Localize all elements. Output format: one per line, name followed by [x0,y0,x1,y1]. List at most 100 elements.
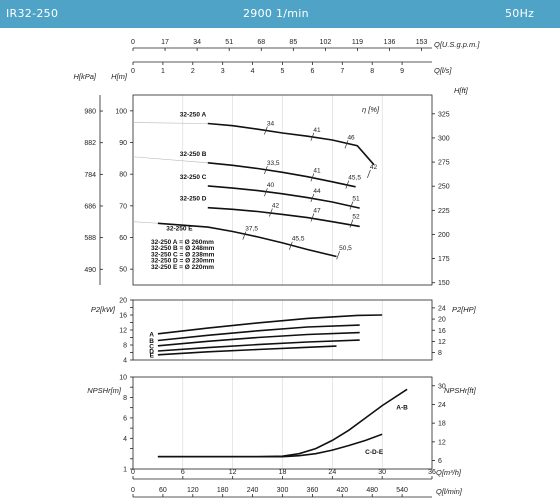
usgpm-axis-title: Q[U.S.g.p.m.] [434,40,480,49]
power-kw-axis-title: P2[kW] [91,305,116,314]
m3h-tick-label: 24 [328,469,336,476]
m3h-axis-title: Q[m³/h] [436,468,462,477]
m3h-tick-label: 12 [229,469,237,476]
head-curve-label: 32-250 B [180,151,207,158]
head-curve-32-250-d [207,206,360,228]
head-m-tick-label: 80 [119,172,127,179]
head-ft-tick-label: 200 [438,232,450,239]
power-curve-d [157,339,360,352]
head-kpa-tick-label: 588 [84,235,96,242]
iso-efficiency-tick [310,193,315,203]
m3h-tick-label: 6 [181,469,185,476]
iso-efficiency-tick [349,201,354,210]
frequency-label: 50Hz [505,7,535,20]
usgpm-tick-label: 68 [257,39,265,46]
usgpm-tick-label: 102 [320,39,332,46]
head-ft-axis-title: H[ft] [454,86,469,95]
lmin-axis-title: Q[l/min] [436,487,463,496]
iso-efficiency-tick [310,173,315,182]
head-curve-label: 32-250 D [180,196,207,203]
npsh-ft-tick-label: 12 [438,439,446,446]
ls-tick-label: 9 [400,68,404,75]
head-m-tick-label: 50 [119,267,127,274]
npsh-ft-tick-label: 30 [438,383,446,390]
diameter-legend-entry: 32-250 E = Ø 220mm [151,264,214,271]
m3h-tick-label: 0 [131,469,135,476]
head-curve-32-250-e [157,222,337,258]
head-curve-lead-b [132,156,208,164]
ls-tick-label: 5 [281,68,285,75]
head-curve-32-250-c [207,185,360,209]
iso-efficiency-tick [264,126,268,135]
iso-efficiency-tick [310,132,315,141]
npsh-curve-label: A-B [396,404,408,411]
iso-efficiency-tick [310,213,315,222]
iso-efficiency-tick [349,219,354,228]
iso-efficiency-tick [344,140,349,149]
head-curve-lead-a [132,122,208,124]
iso-efficiency-tick [288,241,293,250]
iso-efficiency-label: 45,5 [292,236,305,243]
lmin-tick-label: 180 [217,487,229,494]
usgpm-tick-label: 136 [384,39,396,46]
npsh-ft-axis-title: NPSHr[ft] [444,386,477,395]
usgpm-tick-label: 0 [131,39,135,46]
iso-efficiency-tick [336,251,340,260]
power-curve-label: A [149,331,154,338]
iso-efficiency-label: 46 [347,134,355,141]
head-curve-32-250-b [207,162,356,188]
head-ft-tick-label: 325 [438,111,450,118]
diameter-legend-entry: 32-250 B = Ø 248mm [151,245,215,252]
power-hp-axis-title: P2[HP] [452,305,477,314]
npsh-m-tick-label: 10 [119,375,127,382]
lmin-tick-label: 480 [366,487,378,494]
iso-efficiency-label: 34 [267,120,275,127]
lmin-tick-label: 0 [131,487,135,494]
power-kw-tick-label: 8 [123,343,127,350]
iso-efficiency-label: 44 [313,188,321,195]
power-curve-a [157,314,383,335]
iso-efficiency-label: 50,5 [339,245,352,252]
iso-efficiency-tick [269,208,273,217]
iso-efficiency-label: 47 [313,208,321,215]
npsh-m-tick-label: 6 [123,415,127,422]
model-name: IR32-250 [6,7,59,20]
power-hp-tick-label: 24 [438,305,446,312]
head-ft-tick-label: 175 [438,256,450,263]
usgpm-tick-label: 85 [289,39,297,46]
npsh-m-tick-label: 8 [123,395,127,402]
lmin-tick-label: 120 [187,487,199,494]
efficiency-axis-title: η [%] [362,105,380,114]
iso-efficiency-label: 42 [272,202,280,209]
usgpm-tick-label: 51 [225,39,233,46]
chart-header: IR32-250 2900 1/min 50Hz [0,0,560,28]
npsh-ft-tick-label: 6 [438,458,442,465]
iso-efficiency-tick [367,169,371,178]
npsh-curve-label: C-D-E [365,449,384,456]
head-ft-tick-label: 150 [438,280,450,287]
iso-efficiency-label: 52 [352,214,360,221]
head-m-tick-label: 70 [119,203,127,210]
iso-efficiency-label: 40 [267,182,275,189]
power-curve-label: B [149,338,154,345]
npsh-ft-tick-label: 24 [438,402,446,409]
power-hp-tick-label: 16 [438,328,446,335]
head-kpa-axis-title: H[kPa] [73,72,96,81]
head-m-axis-title: H[m] [111,72,128,81]
head-kpa-tick-label: 490 [84,267,96,274]
head-kpa-tick-label: 980 [84,109,96,116]
power-hp-tick-label: 20 [438,317,446,324]
power-kw-tick-label: 16 [119,313,127,320]
power-curve-label: C [149,343,154,350]
ls-tick-label: 6 [310,68,314,75]
head-kpa-tick-label: 882 [84,140,96,147]
iso-efficiency-tick [345,180,350,189]
iso-efficiency-tick [242,231,247,240]
ls-axis-title: Q[l/s] [434,66,452,75]
lmin-tick-label: 540 [396,487,408,494]
head-m-tick-label: 100 [115,108,127,115]
head-curve-label: 32-250 A [180,112,207,119]
power-curve-c [157,331,360,347]
head-m-tick-label: 60 [119,235,127,242]
ls-tick-label: 0 [131,68,135,75]
